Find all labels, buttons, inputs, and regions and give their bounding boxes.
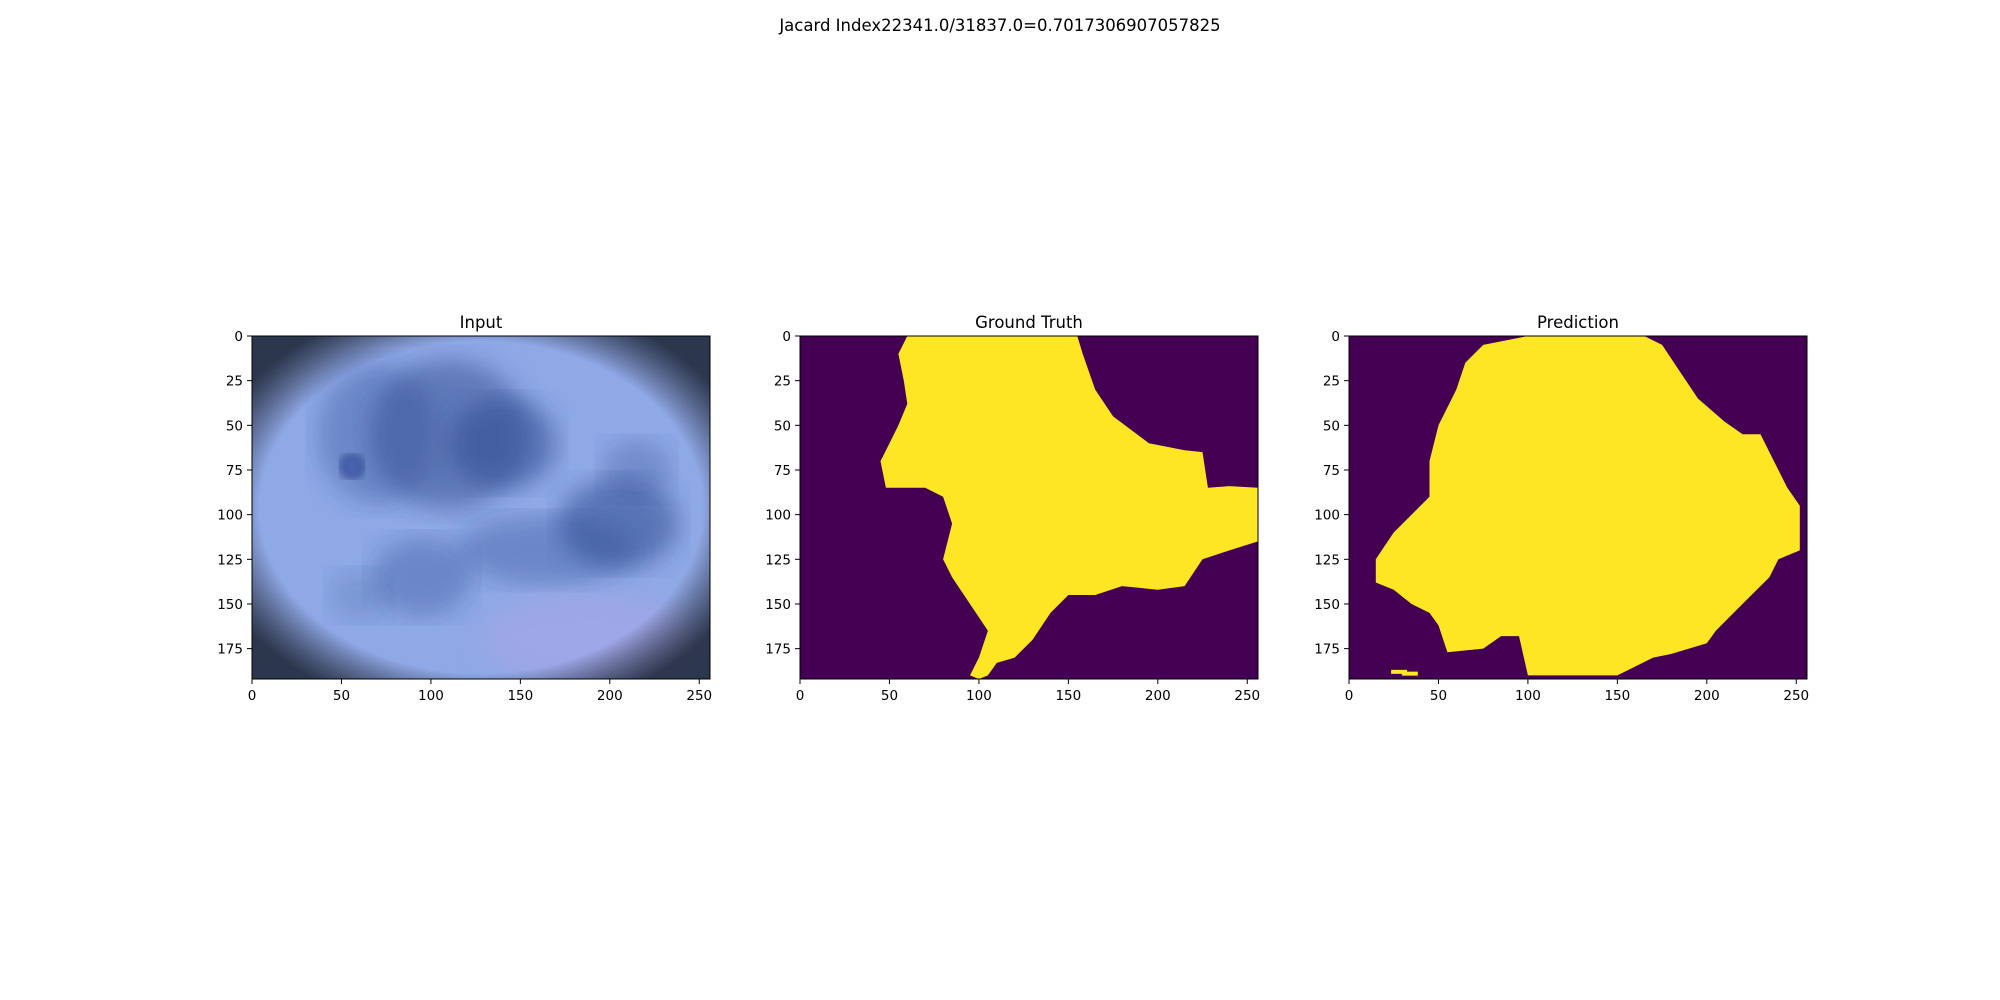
mask-speck [1391, 669, 1408, 674]
y-tick-label: 150 [217, 597, 243, 613]
y-tick-label: 75 [1323, 463, 1340, 479]
x-tick-label: 50 [333, 688, 350, 704]
y-tick-label: 25 [1323, 374, 1340, 390]
y-tick-label: 175 [217, 642, 243, 658]
panel-title: Input [460, 313, 503, 332]
x-tick-label: 150 [1055, 688, 1081, 704]
x-tick-label: 250 [1783, 688, 1809, 704]
y-tick-label: 125 [1314, 552, 1340, 568]
y-tick-label: 175 [765, 642, 791, 658]
x-tick-label: 200 [1694, 688, 1720, 704]
mask-region [1375, 336, 1800, 676]
suptitle: Jacard Index22341.0/31837.0=0.7017306907… [778, 16, 1220, 35]
x-tick-label: 250 [1234, 688, 1260, 704]
y-tick-label: 150 [765, 597, 791, 613]
panel-image [1349, 336, 1807, 679]
y-tick-label: 175 [1314, 642, 1340, 658]
x-tick-label: 250 [686, 688, 712, 704]
x-tick-label: 150 [507, 688, 533, 704]
x-tick-label: 50 [881, 688, 898, 704]
panel-title: Ground Truth [975, 313, 1083, 332]
y-tick-label: 25 [774, 374, 791, 390]
axes-frame [251, 335, 711, 680]
x-tick-label: 0 [248, 688, 257, 704]
x-tick-label: 100 [1515, 688, 1541, 704]
panel-image [800, 336, 1258, 679]
y-tick-label: 75 [226, 463, 243, 479]
y-tick-label: 125 [217, 552, 243, 568]
y-tick-label: 100 [765, 508, 791, 524]
panel-2: Ground Truth 0 50 100 150 200 250 0 25 50 75 100 125… [765, 313, 1260, 704]
y-tick-label: 0 [782, 329, 791, 345]
x-tick-label: 0 [796, 688, 805, 704]
panel-image [252, 336, 710, 679]
x-tick-label: 0 [1345, 688, 1354, 704]
mask-speck [1401, 671, 1418, 676]
x-tick-label: 200 [597, 688, 623, 704]
x-tick-label: 100 [966, 688, 992, 704]
panel-title: Prediction [1537, 313, 1619, 332]
y-tick-label: 50 [226, 418, 243, 434]
y-tick-label: 150 [1314, 597, 1340, 613]
y-tick-label: 0 [234, 329, 243, 345]
y-tick-label: 50 [774, 418, 791, 434]
x-tick-label: 100 [418, 688, 444, 704]
axes-frame [799, 335, 1259, 680]
y-tick-label: 125 [765, 552, 791, 568]
y-tick-label: 100 [1314, 508, 1340, 524]
vignette [252, 336, 710, 679]
x-tick-label: 200 [1145, 688, 1171, 704]
panel-1: Input 0 50 100 150 200 250 0 25 50 75 100 125 150 175 [217, 313, 712, 704]
axes-frame [1348, 335, 1808, 680]
y-tick-label: 25 [226, 374, 243, 390]
mask-region [880, 336, 1258, 679]
x-tick-label: 50 [1430, 688, 1447, 704]
y-tick-label: 0 [1331, 329, 1340, 345]
y-tick-label: 50 [1323, 418, 1340, 434]
x-tick-label: 150 [1604, 688, 1630, 704]
y-tick-label: 75 [774, 463, 791, 479]
y-tick-label: 100 [217, 508, 243, 524]
panel-3: Prediction 0 50 100 150 200 250 0 25 50 75 100 125 15… [1314, 313, 1809, 704]
